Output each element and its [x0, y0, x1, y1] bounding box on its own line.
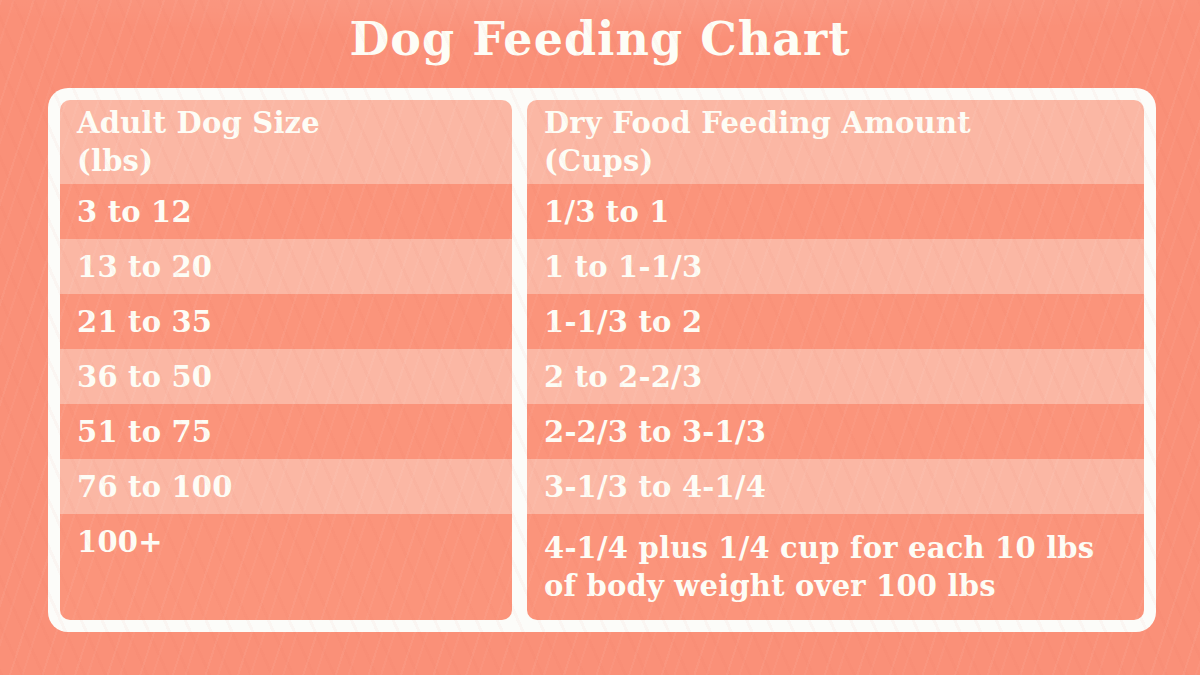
column-feeding-amount: Dry Food Feeding Amount (Cups) 1/3 to 1 …	[527, 100, 1144, 620]
table-row-size-6: 76 to 100	[60, 459, 512, 514]
column-header-dog-size: Adult Dog Size (lbs)	[60, 100, 512, 184]
table-row-size-3: 21 to 35	[60, 294, 512, 349]
page-title: Dog Feeding Chart	[0, 12, 1200, 66]
header-feeding-amount-line1: Dry Food Feeding Amount	[544, 104, 1128, 142]
table-row-size-4: 36 to 50	[60, 349, 512, 404]
header-feeding-amount-line2: (Cups)	[544, 142, 1128, 180]
table-row-size-1: 3 to 12	[60, 184, 512, 239]
header-dog-size-line2: (lbs)	[77, 142, 496, 180]
feeding-table-frame: Adult Dog Size (lbs) 3 to 12 13 to 20 21…	[48, 88, 1156, 632]
table-row-size-2: 13 to 20	[60, 239, 512, 294]
column-header-feeding-amount: Dry Food Feeding Amount (Cups)	[527, 100, 1144, 184]
table-row-size-7: 100+	[60, 514, 512, 620]
table-row-amount-3: 1-1/3 to 2	[527, 294, 1144, 349]
table-row-amount-1: 1/3 to 1	[527, 184, 1144, 239]
table-row-amount-7: 4-1/4 plus 1/4 cup for each 10 lbs of bo…	[527, 514, 1144, 620]
table-row-amount-4: 2 to 2-2/3	[527, 349, 1144, 404]
feeding-table: Adult Dog Size (lbs) 3 to 12 13 to 20 21…	[60, 100, 1144, 620]
table-row-amount-6: 3-1/3 to 4-1/4	[527, 459, 1144, 514]
header-dog-size-line1: Adult Dog Size	[77, 104, 496, 142]
table-row-amount-2: 1 to 1-1/3	[527, 239, 1144, 294]
table-row-size-5: 51 to 75	[60, 404, 512, 459]
column-dog-size: Adult Dog Size (lbs) 3 to 12 13 to 20 21…	[60, 100, 512, 620]
table-row-amount-5: 2-2/3 to 3-1/3	[527, 404, 1144, 459]
